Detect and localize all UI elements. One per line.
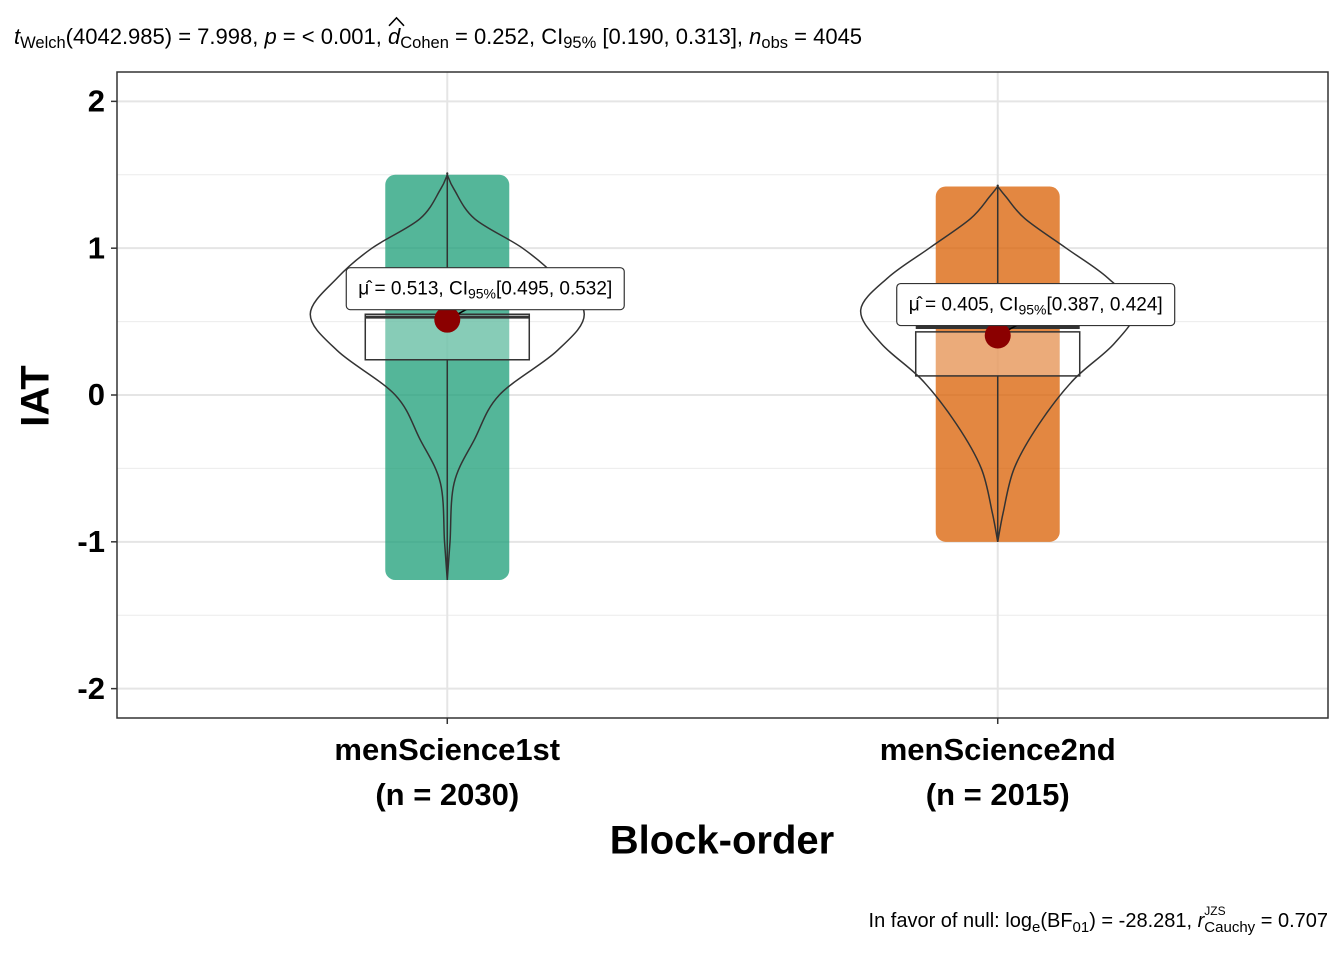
mean-label-box xyxy=(345,267,625,311)
mean-label-part: μ̂ = 0.405, CI xyxy=(909,295,1019,316)
text-part: r xyxy=(1198,910,1206,932)
y-tick-label: 2 xyxy=(88,84,105,119)
jitter-points xyxy=(935,186,1060,542)
text-part: Welch xyxy=(20,34,66,52)
mean-label: μ̂ = 0.513, CI95%[0.495, 0.532] xyxy=(358,279,612,302)
hat xyxy=(388,16,405,27)
x-axis-title: Block-order xyxy=(610,819,835,863)
text-part: [0.190, 0.313], xyxy=(596,24,749,49)
text-part: n xyxy=(749,24,761,49)
mean-label-part: 95% xyxy=(1018,301,1046,317)
mean-label-part: 95% xyxy=(468,285,496,301)
y-axis-title: IAT xyxy=(14,365,58,426)
text-part: obs xyxy=(761,34,788,52)
text-part: = < 0.001, xyxy=(277,24,388,49)
text-part: 01 xyxy=(1073,919,1090,936)
violin xyxy=(309,172,586,581)
text-part: JZS xyxy=(1204,904,1225,918)
text-part: (4042.985) = 7.998, xyxy=(66,24,265,49)
caption: In favor of null: loge(BF01) = -28.281, … xyxy=(869,904,1328,936)
y-tick-label: -1 xyxy=(77,524,105,559)
text-part: In favor of null: log xyxy=(869,910,1032,932)
x-tick-n-label: (n = 2030) xyxy=(375,777,519,812)
y-tick-label: -2 xyxy=(77,671,105,706)
text-part: = 0.252, CI xyxy=(449,24,563,49)
text-part: 95% xyxy=(563,34,596,52)
text-part: = 4045 xyxy=(788,24,862,49)
mean-point xyxy=(434,306,461,333)
marks: μ̂ = 0.513, CI95%[0.495, 0.532]μ̂ = 0.40… xyxy=(309,172,1176,581)
text-part: ) = -28.281, xyxy=(1089,910,1197,932)
text-part: Cohen xyxy=(400,34,449,52)
mean-label-part: μ̂ = 0.513, CI xyxy=(358,279,468,300)
mean-label: μ̂ = 0.405, CI95%[0.387, 0.424] xyxy=(909,295,1163,318)
violin xyxy=(859,184,1136,542)
text-part: (BF xyxy=(1040,910,1072,932)
y-tick-label: 1 xyxy=(88,230,105,265)
x-tick-label: menScience1st xyxy=(334,732,560,767)
mean-label-part: [0.387, 0.424] xyxy=(1046,295,1162,316)
subtitle: tWelch(4042.985) = 7.998, p = < 0.001, d… xyxy=(14,24,862,53)
x-tick-label: menScience2nd xyxy=(880,732,1116,767)
mean-label-box xyxy=(896,282,1176,327)
mean-label-part: [0.495, 0.532] xyxy=(496,279,612,300)
mean-point xyxy=(984,322,1011,349)
y-tick-label: 0 xyxy=(88,377,105,412)
x-tick-n-label: (n = 2015) xyxy=(926,777,1070,812)
text-part: Cauchy xyxy=(1204,919,1255,936)
text-part: e xyxy=(1032,919,1040,936)
text-part: p xyxy=(263,24,276,49)
text-part: = 0.707 xyxy=(1255,910,1328,932)
text-part: d xyxy=(388,24,401,49)
text-part: t xyxy=(14,24,21,49)
